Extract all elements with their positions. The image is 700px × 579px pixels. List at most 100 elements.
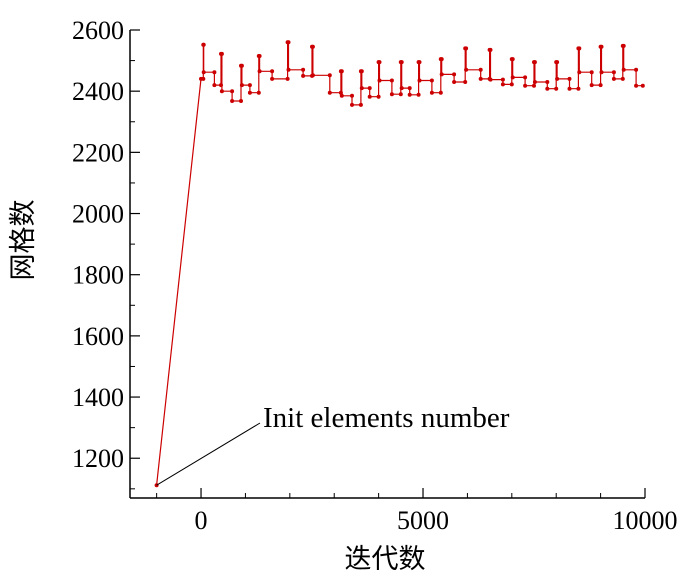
data-point [350,93,354,98]
data-point [438,90,443,95]
data-point [599,70,604,75]
y-axis-title: 网格数 [8,200,39,281]
annotation: Init elements number [156,402,510,486]
data-point [310,73,315,78]
data-point [620,76,625,81]
data-point [339,93,344,98]
data-point [389,92,394,97]
y-tick-label: 1200 [72,444,124,473]
data-point [201,76,206,81]
data-point [429,78,434,83]
data-point [285,76,290,81]
data-point [532,83,536,88]
data-point [523,83,528,88]
data-point [257,69,262,74]
data-point [577,46,582,51]
data-point [239,99,243,103]
data-point [488,77,493,82]
data-point [286,67,291,72]
data-point [599,44,604,49]
data-point [247,90,252,95]
data-point [212,70,217,75]
data-point [239,83,244,88]
data-point [463,80,468,84]
data-point [416,92,421,97]
data-point [350,102,354,107]
data-point [399,60,404,65]
data-point [523,75,528,80]
data-point [589,70,594,75]
data-point [239,63,244,68]
data-point [439,57,444,62]
data-point [500,82,505,87]
data-point [219,51,224,56]
data-point [367,86,372,91]
data-point [640,83,645,88]
x-tick-label: 5000 [397,506,449,535]
data-point [327,73,332,78]
markers [154,40,645,488]
data-point [478,67,483,72]
annotation-leader-line [156,422,261,486]
data-point [327,90,332,95]
data-point [377,60,382,65]
data-point [510,75,515,80]
data-point [555,76,560,81]
data-point [598,83,603,88]
data-point [398,92,403,97]
data-point [611,70,616,75]
data-point [270,69,275,74]
data-point [577,70,582,75]
data-point [376,94,381,99]
data-point [407,92,412,97]
data-point [286,40,291,45]
data-point [367,94,372,99]
data-point [407,86,412,91]
data-point [270,76,275,81]
data-point [634,83,639,88]
data-point [567,76,572,81]
data-point [358,102,363,107]
axes [129,30,645,499]
data-point [230,99,235,103]
data-point [576,86,581,91]
data-point [488,47,493,52]
annotation-label: Init elements number [263,402,510,434]
data-point [417,60,422,65]
data-point [452,80,457,84]
data-point [201,70,206,75]
ticks: 1200 1400 1600 1800 2000 2200 2400 2600 0 5000 100… [72,16,678,535]
data-point [310,44,315,49]
data-point [464,46,469,51]
data-point [417,78,422,83]
y-tick-label: 2400 [72,77,124,106]
data-point [510,57,515,62]
data-point [256,90,261,95]
data-point [554,86,559,91]
data-point [478,76,483,81]
data-point [212,83,217,88]
x-tick-label: 0 [195,506,208,535]
data-point [257,54,262,58]
data-point [464,67,469,72]
x-axis-title: 迭代数 [345,544,426,575]
y-tick-label: 2000 [72,200,124,229]
data-point [359,86,364,91]
data-point [611,76,616,81]
data-point [589,83,594,88]
data-point [452,72,457,77]
y-tick-label: 2200 [72,138,124,167]
data-point [634,67,639,72]
data-point [230,89,235,94]
data-point [301,67,306,72]
data-point [339,69,344,74]
data-point [377,78,382,83]
data-point [545,86,550,91]
y-tick-label: 1800 [72,261,124,290]
y-tick-label: 1600 [72,322,124,351]
data-point [301,73,306,78]
y-tick-label: 2600 [72,16,124,45]
y-tick-label: 1400 [72,383,124,412]
data-point [545,80,550,84]
